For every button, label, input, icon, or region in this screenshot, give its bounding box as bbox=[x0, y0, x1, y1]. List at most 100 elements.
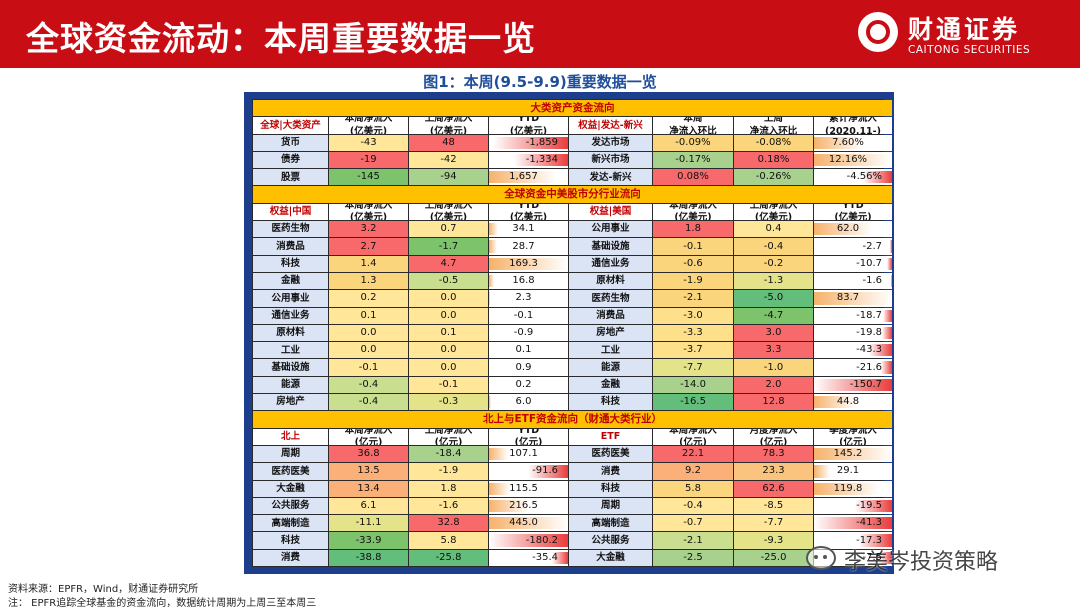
data-cell: -7.7 bbox=[734, 515, 813, 532]
data-bar bbox=[886, 257, 892, 270]
cell-value: -150.7 bbox=[849, 378, 882, 390]
cell-value: -19.5 bbox=[856, 499, 882, 511]
ytd-cell: -1.6 bbox=[814, 272, 892, 290]
data-cell: 0.1 bbox=[409, 324, 488, 342]
data-cell: 78.3 bbox=[734, 445, 813, 463]
data-cell: -4.7 bbox=[734, 307, 813, 324]
cell-value: 169.3 bbox=[509, 257, 538, 269]
data-cell: 13.4 bbox=[329, 480, 408, 497]
ytd-cell: -2.7 bbox=[814, 238, 892, 255]
row-label: 股票 bbox=[253, 169, 328, 186]
ytd-cell: 0.9 bbox=[489, 359, 568, 376]
cell-value: 28.7 bbox=[512, 240, 535, 252]
data-bar bbox=[891, 274, 892, 288]
cell-value: -2.7 bbox=[862, 240, 882, 252]
data-bar bbox=[814, 223, 872, 236]
data-cell: 0.18% bbox=[734, 151, 813, 169]
cell-value: 107.1 bbox=[509, 448, 538, 460]
column-header: 全球|大类资产 bbox=[253, 117, 328, 134]
row-label: 科技 bbox=[569, 480, 652, 497]
data-cell: -1.6 bbox=[409, 497, 488, 515]
cell-value: 34.1 bbox=[512, 223, 535, 235]
cell-value: 0.2 bbox=[515, 378, 532, 390]
row-label: 基础设施 bbox=[569, 238, 652, 255]
row-label: 工业 bbox=[253, 342, 328, 359]
data-cell: 0.0 bbox=[409, 290, 488, 307]
data-bar bbox=[489, 447, 508, 461]
data-cell: -0.2 bbox=[734, 255, 813, 272]
column-header: 本周净流入 (亿美元) bbox=[329, 117, 408, 134]
cell-value: -0.9 bbox=[513, 326, 534, 338]
data-cell: -1.0 bbox=[734, 359, 813, 376]
column-header: 上周 净流入环比 bbox=[734, 117, 813, 134]
column-header: 上周净流入 (亿元) bbox=[409, 428, 488, 445]
data-bar bbox=[489, 499, 528, 513]
data-cell: -1.3 bbox=[734, 272, 813, 290]
data-bar bbox=[814, 465, 830, 478]
data-bar bbox=[514, 153, 568, 167]
column-header: 本周净流入 (亿元) bbox=[653, 428, 733, 445]
data-cell: 3.3 bbox=[734, 342, 813, 359]
logo-english-name: CAITONG SECURITIES bbox=[908, 44, 1031, 56]
data-bar bbox=[489, 396, 492, 409]
data-cell: -38.8 bbox=[329, 549, 408, 566]
row-label: 能源 bbox=[253, 376, 328, 394]
data-cell: -42 bbox=[409, 151, 488, 169]
data-bar bbox=[814, 482, 879, 495]
data-cell: 0.0 bbox=[409, 342, 488, 359]
row-label: 消费品 bbox=[253, 238, 328, 255]
data-cell: -25.0 bbox=[734, 549, 813, 566]
cell-value: -17.3 bbox=[856, 534, 882, 546]
data-cell: 1.3 bbox=[329, 272, 408, 290]
ytd-cell: 169.3 bbox=[489, 255, 568, 272]
cell-value: -4.56% bbox=[846, 171, 882, 183]
data-bar bbox=[882, 309, 892, 322]
data-cell: 5.8 bbox=[653, 480, 733, 497]
figure-title: 图1：本周(9.5-9.9)重要数据一览 bbox=[423, 73, 657, 91]
ytd-cell: 2.3 bbox=[489, 290, 568, 307]
data-bar bbox=[863, 171, 892, 184]
ytd-cell: -19.5 bbox=[814, 497, 892, 515]
cell-value: 216.5 bbox=[509, 499, 538, 511]
data-bar bbox=[552, 551, 568, 564]
row-label: 房地产 bbox=[569, 324, 652, 342]
row-label: 医药生物 bbox=[569, 290, 652, 307]
data-cell: 0.0 bbox=[329, 342, 408, 359]
row-label: 公用事业 bbox=[569, 221, 652, 238]
logo-chinese-name: 财通证券 bbox=[908, 15, 1021, 44]
row-label: 通信业务 bbox=[253, 307, 328, 324]
cell-value: -19.8 bbox=[856, 326, 882, 338]
data-cell: 1.4 bbox=[329, 255, 408, 272]
column-header: 权益|中国 bbox=[253, 203, 328, 221]
section-title: 大类资产资金流向 bbox=[253, 100, 892, 117]
row-label: 金融 bbox=[569, 376, 652, 394]
data-cell: -18.4 bbox=[409, 445, 488, 463]
data-cell: -14.0 bbox=[653, 376, 733, 394]
ytd-cell: 115.5 bbox=[489, 480, 568, 497]
row-label: 债券 bbox=[253, 151, 328, 169]
data-cell: -0.1 bbox=[653, 238, 733, 255]
data-cell: 0.7 bbox=[409, 221, 488, 238]
data-bar bbox=[814, 136, 863, 149]
ytd-cell: 34.1 bbox=[489, 221, 568, 238]
column-header: YTD (亿美元) bbox=[489, 203, 568, 221]
data-cell: -0.09% bbox=[653, 134, 733, 151]
data-bar bbox=[489, 534, 568, 547]
row-label: 通信业务 bbox=[569, 255, 652, 272]
cell-value: 0.9 bbox=[515, 361, 532, 373]
cell-value: -180.2 bbox=[525, 534, 558, 546]
column-header: 本周净流入 (亿元) bbox=[329, 428, 408, 445]
cell-value: -7.5 bbox=[862, 551, 882, 563]
cell-value: -21.6 bbox=[856, 361, 882, 373]
ytd-cell: -0.9 bbox=[489, 324, 568, 342]
column-header: 北上 bbox=[253, 428, 328, 445]
data-bar bbox=[869, 344, 892, 357]
data-cell: 62.6 bbox=[734, 480, 813, 497]
data-cell: 0.4 bbox=[734, 221, 813, 238]
data-cell: 48 bbox=[409, 134, 488, 151]
ytd-cell: 28.7 bbox=[489, 238, 568, 255]
data-cell: -94 bbox=[409, 169, 488, 186]
watermark-text: 李美岑投资策略 bbox=[844, 550, 999, 575]
row-label: 能源 bbox=[569, 359, 652, 376]
cell-value: -35.4 bbox=[532, 551, 558, 563]
